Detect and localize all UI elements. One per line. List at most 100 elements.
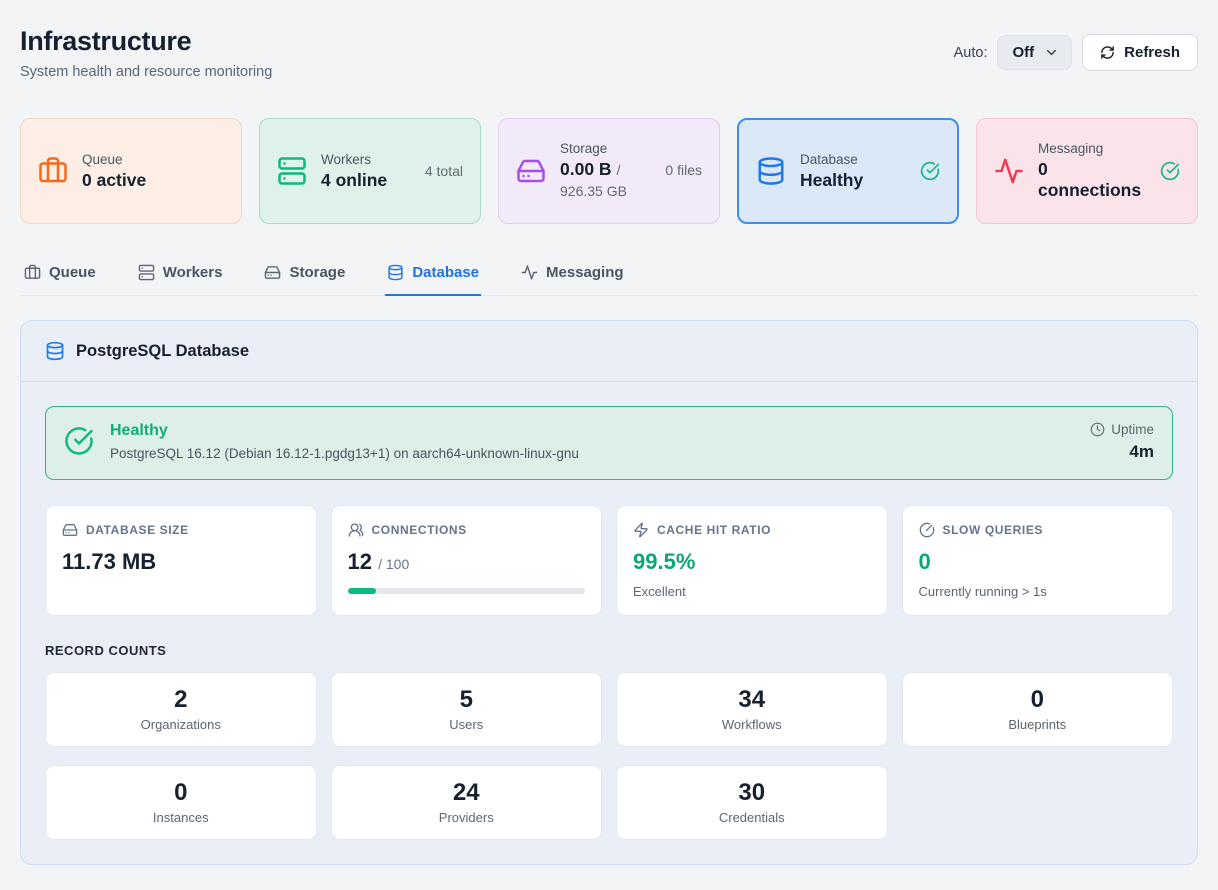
status-card-label: Messaging [1038,141,1104,156]
activity-icon [521,264,538,281]
count-label: Workflows [721,717,782,732]
count-value: 2 [174,686,188,713]
users-icon [348,522,364,538]
auto-refresh-select[interactable]: Off [997,35,1073,70]
tab-label: Messaging [546,264,624,281]
check-circle-icon [64,426,94,456]
metric-note: Currently running > 1s [918,584,1047,599]
count-card-credentials: 30 Credentials [616,765,888,840]
hard-drive-icon [264,264,281,281]
tab-label: Workers [162,264,223,281]
zap-icon [633,522,649,538]
count-label: Providers [438,810,494,825]
status-card-messaging[interactable]: Messaging 0 connections [976,118,1198,224]
health-banner: Healthy PostgreSQL 16.12 (Debian 16.12-1… [45,406,1173,480]
briefcase-icon [38,156,68,186]
count-card-providers: 24 Providers [330,765,602,840]
activity-icon [994,156,1024,186]
page-header: Infrastructure System health and resourc… [20,26,1198,80]
metric-slow-queries: SLOW QUERIES 0 Currently running > 1s [901,505,1173,616]
count-label: Credentials [718,810,785,825]
count-card-organizations: 2 Organizations [45,672,317,747]
status-card-workers[interactable]: Workers 4 online 4 total [259,118,481,224]
refresh-button[interactable]: Refresh [1082,34,1198,71]
health-detail: PostgreSQL 16.12 (Debian 16.12-1.pgdg13+… [110,446,579,461]
status-card-value: 0 connections [1038,159,1142,200]
page-title: Infrastructure [20,26,192,56]
panel-body: Healthy PostgreSQL 16.12 (Debian 16.12-1… [21,382,1197,864]
status-card-value: 0.00 B / 926.35 GB [560,159,627,199]
count-label: Organizations [140,717,221,732]
briefcase-icon [24,264,41,281]
metric-value-suffix: / 100 [378,556,410,572]
tab-workers[interactable]: Workers [136,254,225,296]
server-icon [277,156,307,186]
metric-value: 99.5% [633,549,696,574]
hard-drive-icon [516,156,546,186]
status-card-value: 4 online [321,169,388,190]
refresh-button-label: Refresh [1124,44,1180,61]
count-card-instances: 0 Instances [45,765,317,840]
database-icon [756,156,786,186]
status-card-database[interactable]: Database Healthy [737,118,959,224]
count-value: 30 [738,779,766,806]
metric-label: CACHE HIT RATIO [657,523,772,537]
health-status: Healthy [110,422,168,439]
metric-database-size: DATABASE SIZE 11.73 MB [45,505,317,616]
count-value: 34 [738,686,766,713]
uptime-label: Uptime [1111,422,1154,437]
uptime-block: Uptime 4m [1090,422,1154,462]
tab-storage[interactable]: Storage [262,254,347,296]
count-value: 24 [452,779,480,806]
connections-progress-fill [347,588,376,594]
status-card-storage[interactable]: Storage 0.00 B / 926.35 GB 0 files [498,118,720,224]
header-titles: Infrastructure System health and resourc… [20,26,272,80]
auto-refresh-label: Auto: [953,44,988,61]
tab-messaging[interactable]: Messaging [519,254,626,296]
gauge-icon [919,522,935,538]
metric-value: 11.73 MB [62,549,157,574]
count-card-blueprints: 0 Blueprints [901,672,1173,747]
header-controls: Auto: Off Refresh [954,34,1198,71]
metric-label: SLOW QUERIES [942,523,1044,537]
tab-bar: Queue Workers Storage Database Messaging [20,254,1198,296]
check-circle-icon [1160,161,1180,181]
status-card-value: Healthy [800,169,864,190]
status-card-label: Queue [82,151,123,167]
tab-queue[interactable]: Queue [22,254,98,296]
metric-note: Excellent [633,584,686,599]
count-label: Instances [152,810,209,825]
panel-title: PostgreSQL Database [76,341,250,360]
server-icon [138,264,155,281]
page-subtitle: System health and resource monitoring [20,64,273,80]
status-card-label: Database [800,151,858,167]
chevron-down-icon [1044,45,1059,60]
count-label: Blueprints [1008,717,1067,732]
status-card-row: Queue 0 active Workers 4 online 4 total … [20,118,1198,224]
status-card-extra: 4 total [424,163,463,179]
refresh-icon [1100,45,1115,60]
metric-cache-hit-ratio: CACHE HIT RATIO 99.5% Excellent [616,505,888,616]
count-card-workflows: 34 Workflows [616,672,888,747]
count-value: 0 [174,779,188,806]
metric-label: CONNECTIONS [371,523,467,537]
tab-label: Database [412,264,480,281]
status-card-extra: 0 files [665,162,702,179]
uptime-value: 4m [1129,442,1154,461]
status-card-value-suffix: / 926.35 GB [560,162,627,199]
database-panel: PostgreSQL Database Healthy PostgreSQL 1… [20,320,1198,865]
tab-database[interactable]: Database [385,254,482,296]
count-value: 0 [1030,686,1044,713]
metrics-grid: DATABASE SIZE 11.73 MB CONNECTIONS 12 / … [45,505,1173,616]
connections-progress-track [347,588,585,594]
metric-value: 0 [918,549,931,574]
count-value: 5 [459,686,473,713]
metric-label: DATABASE SIZE [86,523,189,537]
panel-header: PostgreSQL Database [21,321,1197,382]
status-card-label: Storage [560,141,608,156]
status-card-queue[interactable]: Queue 0 active [20,118,242,224]
auto-refresh-value: Off [1012,44,1035,61]
count-card-users: 5 Users [330,672,602,747]
status-card-label: Workers [321,151,372,167]
